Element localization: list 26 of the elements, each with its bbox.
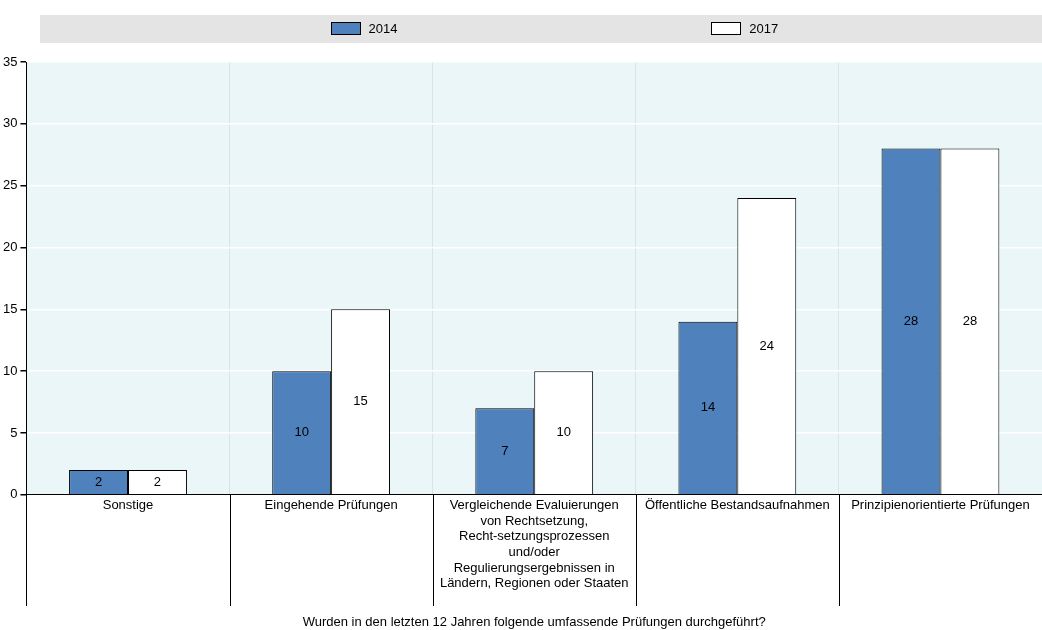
data-label: 28 xyxy=(903,312,919,328)
data-label: 14 xyxy=(700,399,716,415)
data-label: 2 xyxy=(94,473,103,489)
data-label: 15 xyxy=(353,393,368,409)
data-label: 24 xyxy=(759,337,775,353)
x-tick-label: Eingehende Prüfungen xyxy=(264,497,398,513)
x-tick-label: Vergleichende Evaluierungen von Rechtsetzung, Recht-setzungsprozessen und/oder Regulierungsergebnissen in Ländern, Regionen oder Staaten xyxy=(439,497,629,591)
data-label: 10 xyxy=(556,424,571,440)
y-tick-label: 25 xyxy=(2,177,18,193)
legend-label: 2017 xyxy=(749,21,779,36)
data-label: 28 xyxy=(962,312,978,328)
y-tick-label: 10 xyxy=(2,362,18,378)
legend-label: 2014 xyxy=(368,21,398,36)
y-tick-label: 0 xyxy=(10,486,18,502)
y-tick-label: 35 xyxy=(2,53,18,69)
x-axis-title: Wurden in den letzten 12 Jahren folgende umfassende Prüfungen durchgeführt? xyxy=(302,613,766,629)
data-label: 10 xyxy=(294,424,309,440)
data-label: 2 xyxy=(153,473,162,489)
y-tick-label: 15 xyxy=(2,300,18,316)
y-tick-label: 5 xyxy=(10,424,18,440)
y-tick-label: 30 xyxy=(2,115,18,131)
y-tick-label: 20 xyxy=(2,239,18,255)
x-tick-label: Prinzipienorientierte Prüfungen xyxy=(851,497,1030,513)
x-tick-label: Öffentliche Bestandsaufnahmen xyxy=(644,497,830,513)
x-tick-label: Sonstige xyxy=(102,497,154,513)
data-label: 7 xyxy=(501,442,509,458)
